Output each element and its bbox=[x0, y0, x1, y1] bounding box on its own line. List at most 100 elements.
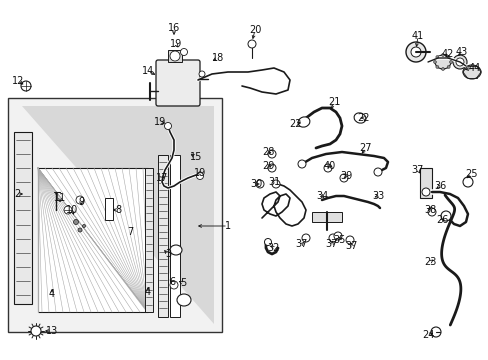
Text: 43: 43 bbox=[455, 47, 467, 57]
Text: 19: 19 bbox=[193, 168, 206, 178]
Circle shape bbox=[430, 327, 440, 337]
Text: 22: 22 bbox=[289, 119, 302, 129]
Text: 37: 37 bbox=[295, 239, 307, 249]
Text: 23: 23 bbox=[423, 257, 435, 267]
Text: 18: 18 bbox=[211, 53, 224, 63]
Bar bbox=[145, 168, 153, 312]
Circle shape bbox=[328, 234, 336, 242]
Circle shape bbox=[446, 66, 449, 68]
Ellipse shape bbox=[170, 245, 182, 255]
Text: 5: 5 bbox=[180, 278, 186, 288]
Text: 8: 8 bbox=[115, 205, 121, 215]
Circle shape bbox=[31, 326, 41, 336]
Text: 1: 1 bbox=[224, 221, 231, 231]
Bar bbox=[8, 98, 222, 332]
Circle shape bbox=[170, 281, 178, 289]
Text: 38: 38 bbox=[423, 205, 435, 215]
Circle shape bbox=[180, 49, 187, 55]
FancyBboxPatch shape bbox=[156, 60, 200, 106]
Text: 7: 7 bbox=[126, 227, 133, 237]
Circle shape bbox=[256, 180, 264, 188]
Text: 30: 30 bbox=[249, 179, 262, 189]
Circle shape bbox=[462, 177, 472, 187]
Text: 14: 14 bbox=[142, 66, 154, 76]
Text: 19: 19 bbox=[169, 39, 182, 49]
Circle shape bbox=[446, 55, 449, 59]
Text: 19: 19 bbox=[154, 117, 166, 127]
Circle shape bbox=[267, 150, 275, 158]
Text: 32: 32 bbox=[267, 243, 280, 253]
Text: 28: 28 bbox=[261, 147, 274, 157]
Circle shape bbox=[76, 196, 84, 204]
Text: 31: 31 bbox=[267, 177, 280, 187]
Circle shape bbox=[267, 164, 275, 172]
Text: 44: 44 bbox=[468, 63, 480, 73]
Circle shape bbox=[455, 58, 463, 66]
Circle shape bbox=[64, 206, 72, 214]
Circle shape bbox=[448, 60, 451, 63]
Circle shape bbox=[441, 68, 444, 71]
Circle shape bbox=[82, 225, 85, 228]
Text: 4: 4 bbox=[49, 289, 55, 299]
Circle shape bbox=[435, 55, 438, 59]
Circle shape bbox=[324, 164, 331, 172]
Text: 3: 3 bbox=[164, 249, 171, 259]
Circle shape bbox=[435, 66, 438, 68]
Circle shape bbox=[427, 208, 435, 216]
Text: 12: 12 bbox=[12, 76, 24, 86]
Bar bbox=[38, 168, 148, 312]
Bar bbox=[170, 155, 180, 317]
Circle shape bbox=[405, 42, 425, 62]
Bar bbox=[158, 155, 168, 317]
Circle shape bbox=[170, 51, 180, 61]
Text: 34: 34 bbox=[315, 191, 327, 201]
Text: 16: 16 bbox=[167, 23, 180, 33]
Circle shape bbox=[297, 160, 305, 168]
Text: 33: 33 bbox=[371, 191, 384, 201]
Circle shape bbox=[433, 60, 436, 63]
Bar bbox=[105, 198, 113, 220]
Text: 37: 37 bbox=[345, 241, 357, 251]
Circle shape bbox=[302, 234, 309, 242]
Text: 4: 4 bbox=[144, 287, 151, 297]
Text: 42: 42 bbox=[441, 49, 453, 59]
Text: 15: 15 bbox=[189, 152, 202, 162]
Circle shape bbox=[21, 81, 31, 91]
Bar bbox=[311, 212, 341, 222]
Circle shape bbox=[271, 180, 280, 188]
Text: 37: 37 bbox=[325, 239, 338, 249]
Circle shape bbox=[199, 71, 204, 77]
Text: 39: 39 bbox=[339, 171, 351, 181]
Text: 29: 29 bbox=[261, 161, 274, 171]
Text: 10: 10 bbox=[66, 205, 78, 215]
Text: 13: 13 bbox=[46, 326, 58, 336]
Text: 6: 6 bbox=[168, 277, 175, 287]
Text: 24: 24 bbox=[421, 330, 433, 340]
Text: 9: 9 bbox=[78, 197, 84, 207]
Text: 26: 26 bbox=[435, 215, 447, 225]
Circle shape bbox=[196, 172, 203, 180]
Ellipse shape bbox=[462, 65, 480, 79]
Circle shape bbox=[346, 236, 353, 244]
Ellipse shape bbox=[434, 55, 450, 69]
Text: 37: 37 bbox=[411, 165, 423, 175]
Text: 22: 22 bbox=[357, 113, 369, 123]
Text: 17: 17 bbox=[156, 173, 168, 183]
Text: 41: 41 bbox=[411, 31, 423, 41]
Circle shape bbox=[373, 168, 381, 176]
Circle shape bbox=[78, 228, 82, 232]
Text: 2: 2 bbox=[14, 189, 20, 199]
Circle shape bbox=[164, 122, 171, 130]
Text: 11: 11 bbox=[54, 193, 66, 203]
Bar bbox=[14, 132, 32, 304]
Text: 27: 27 bbox=[359, 143, 371, 153]
Polygon shape bbox=[22, 106, 214, 324]
Ellipse shape bbox=[452, 55, 466, 69]
Circle shape bbox=[73, 220, 79, 225]
Circle shape bbox=[440, 211, 450, 221]
Bar bbox=[168, 50, 182, 62]
Ellipse shape bbox=[298, 117, 309, 127]
Bar bbox=[419, 168, 431, 198]
Circle shape bbox=[247, 40, 256, 48]
Text: 36: 36 bbox=[433, 181, 445, 191]
